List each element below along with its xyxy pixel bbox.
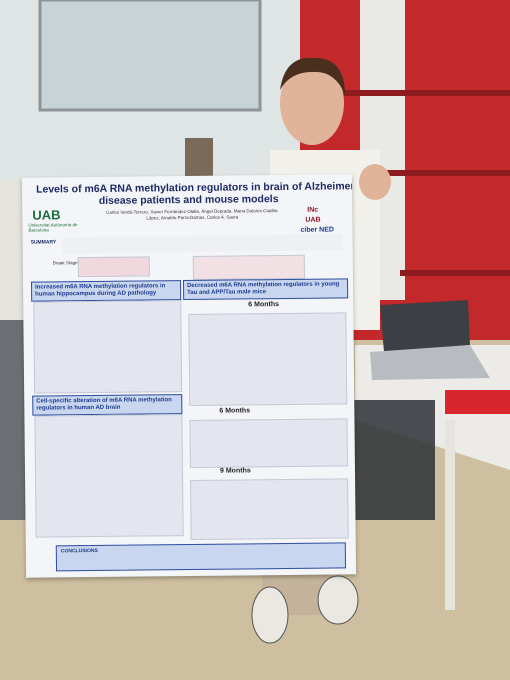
laptop-screen (380, 300, 470, 352)
subheading: 6 Months (248, 301, 280, 309)
hair (280, 57, 345, 95)
laptop-base (370, 345, 490, 380)
subheading: 6 Months (219, 407, 251, 415)
shelf-board (300, 90, 510, 96)
section-header: Cell-specific alteration of m6A RNA meth… (32, 394, 183, 416)
shoe (317, 575, 359, 625)
authors: Carles Verdú-Torrero, Xavier Fernández-O… (106, 208, 279, 221)
desk-leg (445, 420, 455, 610)
mouse-figure (192, 254, 305, 280)
office-chair (345, 400, 435, 520)
poster: Levels of m6A RNA methylation regulators… (21, 174, 357, 578)
brain-figure (77, 256, 150, 278)
logo: INc (307, 206, 319, 214)
conclusions: CONCLUSIONS (55, 542, 347, 572)
university: Universitat Autònoma de Barcelona (28, 222, 78, 233)
window (38, 0, 262, 112)
poster-title: Levels of m6A RNA methylation regulators… (36, 180, 356, 207)
shoe (251, 586, 289, 644)
figure (190, 478, 349, 540)
summary: SUMMARY (30, 239, 57, 246)
figure (188, 312, 348, 406)
small-poster (185, 138, 213, 176)
hand (359, 164, 391, 200)
notebook (445, 390, 510, 414)
section-header: Decreased m6A RNA methylation regulators… (182, 278, 349, 301)
subheading: 9 Months (219, 467, 251, 475)
braak-label: Braak Stages (52, 260, 80, 266)
shelf-board (400, 270, 510, 276)
shelf-board (300, 170, 510, 176)
logo: UAB (32, 207, 61, 223)
summary-text (62, 234, 343, 254)
figure (33, 300, 183, 394)
logo: UAB (305, 216, 321, 224)
logo: ciber NED (300, 226, 334, 234)
face (280, 61, 344, 145)
section-header: Increased m6A RNA methylation regulators… (31, 280, 182, 302)
figure (189, 418, 348, 468)
figure (34, 414, 184, 538)
